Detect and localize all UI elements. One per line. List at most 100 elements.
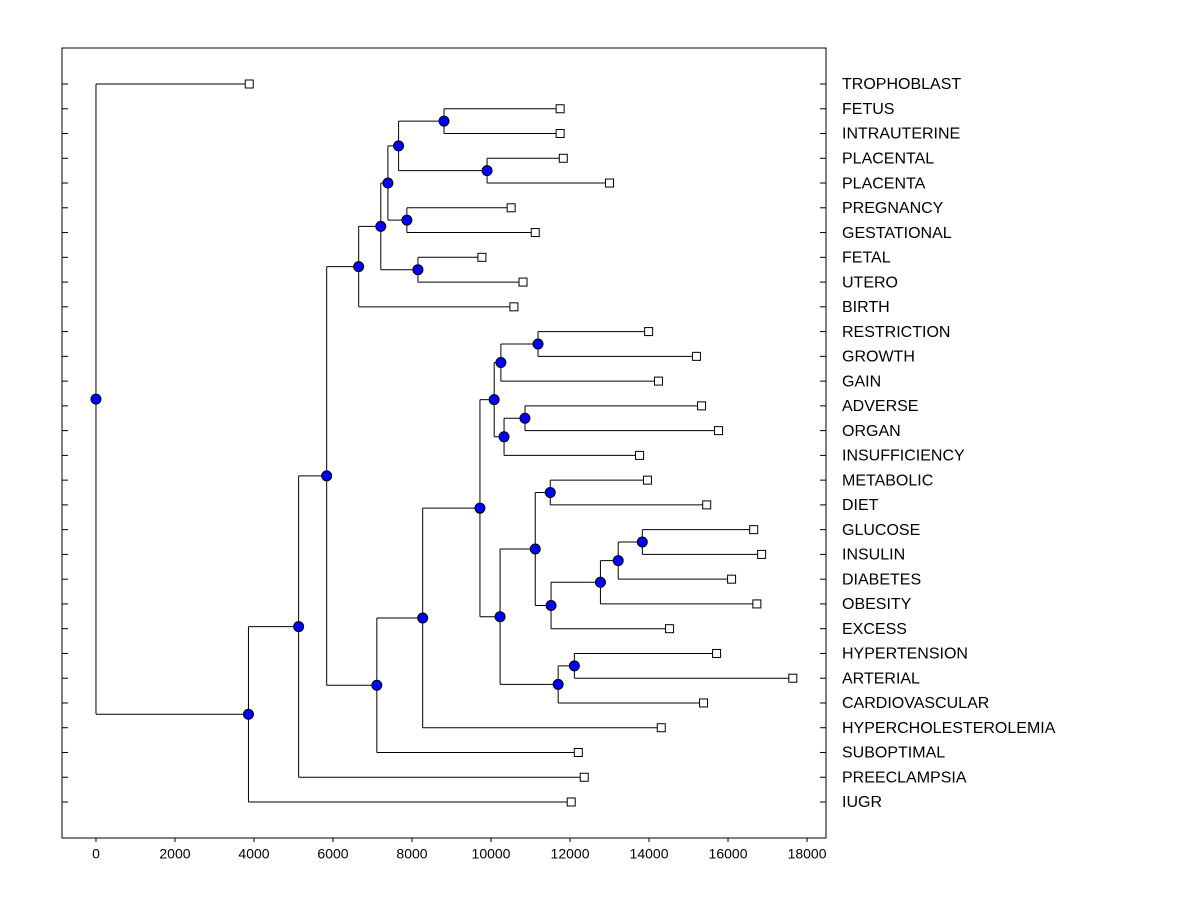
node-marker xyxy=(90,393,102,405)
x-tick-label: 18000 xyxy=(788,846,827,862)
leaf-marker xyxy=(558,153,568,163)
leaf-marker xyxy=(656,723,666,733)
leaf-label: ARTERIAL xyxy=(842,670,920,687)
leaf-label: HYPERCHOLESTEROLEMIA xyxy=(842,720,1056,737)
leaf-marker xyxy=(691,351,701,361)
node-marker xyxy=(474,502,486,514)
node-marker xyxy=(242,708,254,720)
leaf-marker xyxy=(642,475,652,485)
leaf-label: OBESITY xyxy=(842,596,912,613)
node-marker xyxy=(393,140,405,152)
leaf-label: INSUFFICIENCY xyxy=(842,448,965,465)
node-marker xyxy=(371,679,383,691)
node-marker xyxy=(532,338,544,350)
leaf-label: DIABETES xyxy=(842,571,921,588)
node-marker xyxy=(481,165,493,177)
leaf-marker xyxy=(635,450,645,460)
leaf-marker xyxy=(477,252,487,262)
x-tick-label: 0 xyxy=(92,846,100,862)
x-tick-label: 4000 xyxy=(238,846,269,862)
leaf-marker xyxy=(509,302,519,312)
node-marker xyxy=(401,214,413,226)
leaf-marker xyxy=(665,624,675,634)
node-marker xyxy=(412,264,424,276)
x-tick-label: 14000 xyxy=(630,846,669,862)
leaf-marker xyxy=(506,203,516,213)
node-marker xyxy=(375,220,387,232)
leaf-marker xyxy=(788,673,798,683)
leaf-marker xyxy=(644,327,654,337)
leaf-label: TROPHOBLAST xyxy=(842,76,961,93)
leaf-marker xyxy=(727,574,737,584)
leaf-label: PLACENTAL xyxy=(842,150,934,167)
leaf-label: IUGR xyxy=(842,794,882,811)
leaf-label: GAIN xyxy=(842,373,881,390)
node-marker xyxy=(545,599,557,611)
node-marker xyxy=(552,678,564,690)
leaf-label: PLACENTA xyxy=(842,175,926,192)
node-marker xyxy=(494,611,506,623)
leaf-marker xyxy=(605,178,615,188)
leaf-marker xyxy=(757,549,767,559)
leaf-marker xyxy=(702,500,712,510)
x-tick-label: 12000 xyxy=(551,846,590,862)
node-marker xyxy=(488,394,500,406)
leaf-label: SUBOPTIMAL xyxy=(842,745,945,762)
leaf-label: PREGNANCY xyxy=(842,200,944,217)
node-marker xyxy=(382,177,394,189)
node-marker xyxy=(293,621,305,633)
x-tick-label: 16000 xyxy=(709,846,748,862)
leaf-label: GLUCOSE xyxy=(842,522,920,539)
leaf-marker xyxy=(566,797,576,807)
leaf-label: PREECLAMPSIA xyxy=(842,769,967,786)
leaf-label: RESTRICTION xyxy=(842,324,950,341)
leaf-label: ADVERSE xyxy=(842,398,918,415)
leaf-marker xyxy=(518,277,528,287)
node-marker xyxy=(417,612,429,624)
leaf-marker xyxy=(697,401,707,411)
leaf-label: GROWTH xyxy=(842,349,915,366)
leaf-marker xyxy=(573,747,583,757)
leaf-marker xyxy=(579,772,589,782)
node-marker xyxy=(438,115,450,127)
node-marker xyxy=(529,543,541,555)
leaf-label: INTRAUTERINE xyxy=(842,126,960,143)
node-marker xyxy=(594,576,606,588)
x-tick-label: 10000 xyxy=(472,846,511,862)
leaf-label: UTERO xyxy=(842,274,898,291)
leaf-label: FETUS xyxy=(842,101,894,118)
leaf-label: INSULIN xyxy=(842,547,905,564)
node-marker xyxy=(498,431,510,443)
node-marker xyxy=(612,555,624,567)
leaf-marker xyxy=(699,698,709,708)
leaf-marker xyxy=(749,525,759,535)
leaf-label: GESTATIONAL xyxy=(842,225,952,242)
x-tick-label: 6000 xyxy=(317,846,348,862)
leaf-marker xyxy=(654,376,664,386)
leaf-label: FETAL xyxy=(842,250,891,267)
node-marker xyxy=(321,470,333,482)
leaf-marker xyxy=(752,599,762,609)
leaf-label: EXCESS xyxy=(842,621,907,638)
x-tick-label: 2000 xyxy=(159,846,190,862)
node-marker xyxy=(568,660,580,672)
leaf-label: CARDIOVASCULAR xyxy=(842,695,989,712)
node-marker xyxy=(353,261,365,273)
x-tick-label: 8000 xyxy=(396,846,427,862)
leaf-marker xyxy=(555,129,565,139)
leaf-label: ORGAN xyxy=(842,423,901,440)
leaf-label: DIET xyxy=(842,497,879,514)
leaf-marker xyxy=(712,648,722,658)
node-marker xyxy=(495,357,507,369)
node-marker xyxy=(519,412,531,424)
node-marker xyxy=(544,487,556,499)
leaf-label: BIRTH xyxy=(842,299,890,316)
leaf-marker xyxy=(555,104,565,114)
leaf-marker xyxy=(714,426,724,436)
leaf-marker xyxy=(530,228,540,238)
leaf-label: METABOLIC xyxy=(842,472,933,489)
node-marker xyxy=(636,536,648,548)
leaf-label: HYPERTENSION xyxy=(842,646,968,663)
